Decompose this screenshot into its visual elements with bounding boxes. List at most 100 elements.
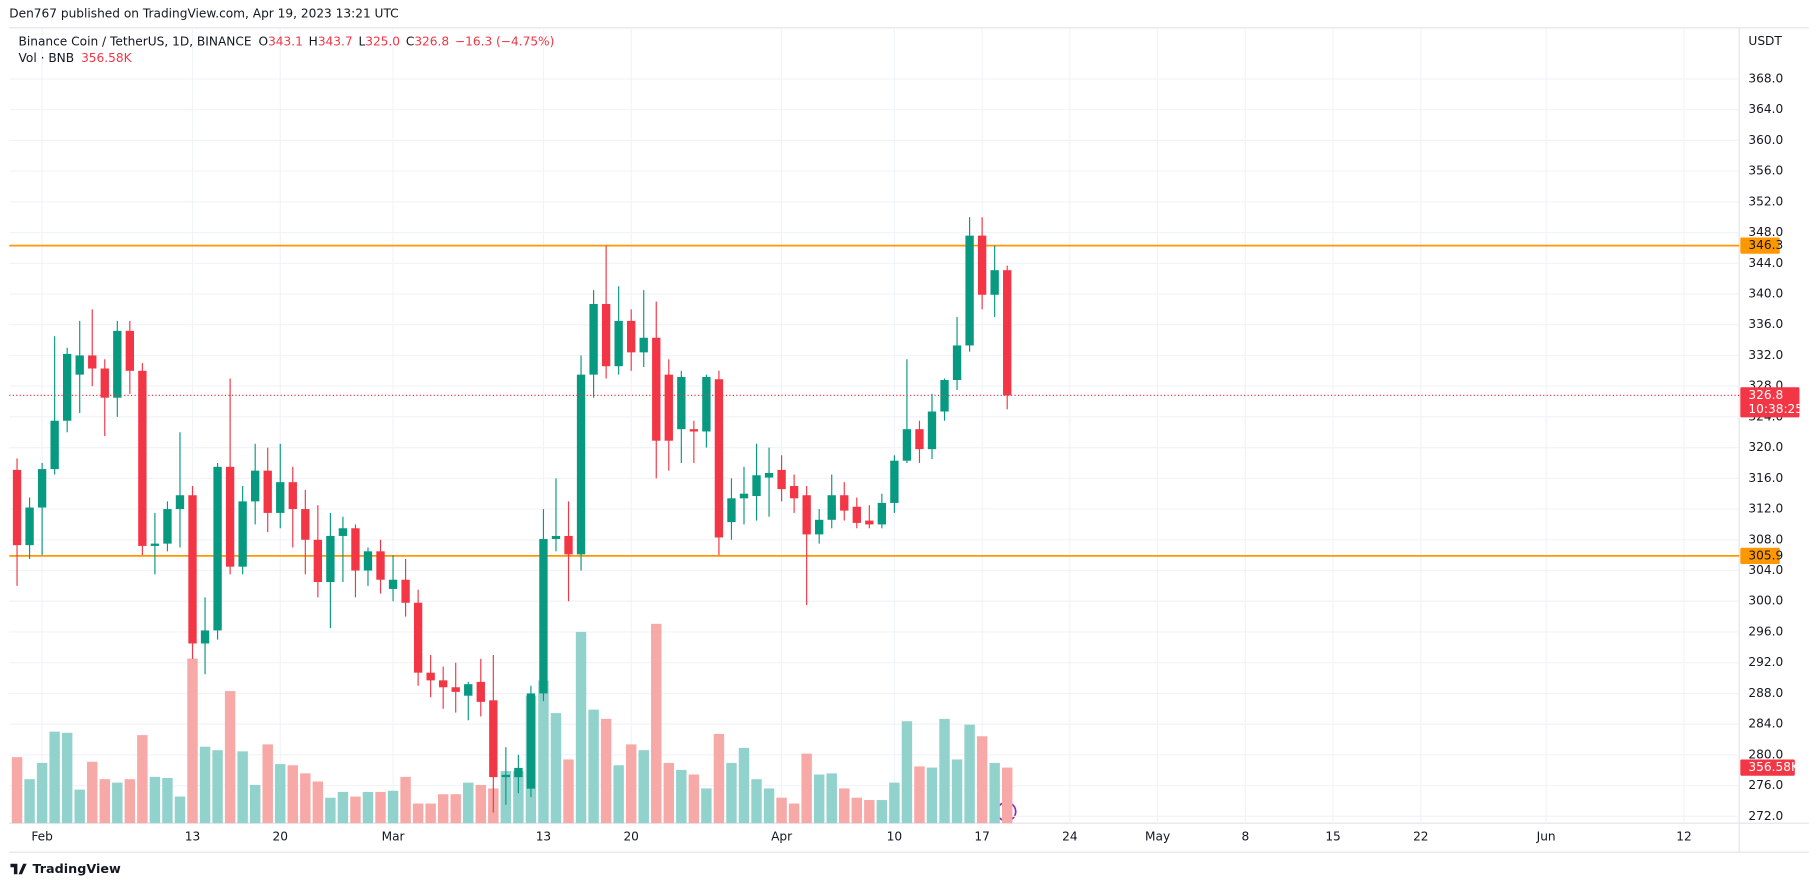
volume-bar — [463, 782, 474, 824]
logo-icon — [10, 863, 27, 875]
candle-body — [952, 345, 962, 381]
x-tick-label: Feb — [31, 830, 53, 844]
volume-bar — [49, 731, 60, 824]
legend-key: C — [406, 34, 415, 48]
y-tick-label: 312.0 — [1748, 502, 1783, 516]
volume-bar — [24, 779, 35, 824]
volume-bar — [300, 773, 311, 824]
x-tick-label: Jun — [1536, 830, 1556, 844]
volume-bar — [375, 791, 386, 824]
y-tick-label: 340.0 — [1748, 286, 1783, 300]
volume-bar — [738, 747, 750, 824]
candle-body — [514, 767, 523, 778]
volume-bar — [951, 759, 963, 824]
candle-body — [551, 535, 561, 540]
candle-body — [677, 376, 686, 430]
candle-body — [451, 687, 460, 692]
x-tick-label: Apr — [771, 830, 792, 844]
candle-body — [413, 602, 423, 673]
candle-body — [877, 502, 887, 525]
y-tick-label: 304.0 — [1748, 563, 1783, 577]
y-tick-label: 348.0 — [1748, 225, 1783, 239]
y-tick-label: 272.0 — [1748, 809, 1783, 823]
footer-brand: TradingView — [32, 862, 121, 877]
level-tag-label: 346.3 — [1748, 238, 1783, 252]
volume-bar — [212, 750, 223, 824]
volume-bar — [249, 784, 261, 824]
volume-bar — [600, 718, 612, 824]
volume-bar — [538, 680, 549, 824]
candle-body — [539, 539, 548, 694]
volume-bar — [275, 764, 286, 824]
candle-body — [313, 539, 323, 583]
candle-body — [12, 469, 22, 546]
candle-body — [351, 528, 360, 571]
x-tick-label: 22 — [1413, 830, 1428, 844]
volume-tag-label: 356.58K — [1748, 760, 1800, 774]
volume-bar — [688, 774, 700, 824]
candle-body — [439, 680, 448, 688]
candle-body — [225, 466, 235, 567]
volume-bar — [864, 800, 875, 824]
candle-body — [489, 700, 498, 778]
candle-body — [238, 501, 247, 567]
volume-bar — [939, 718, 950, 824]
candle-body — [50, 420, 59, 470]
candle-body — [301, 509, 310, 540]
volume-bar — [588, 709, 599, 824]
candle-body — [426, 672, 435, 681]
volume-bar — [563, 759, 574, 824]
candle-body — [614, 320, 623, 367]
volume-bar — [726, 762, 737, 824]
candle-body — [865, 520, 874, 525]
volume-bar — [174, 796, 186, 824]
candle-body — [100, 368, 109, 398]
candle-body — [25, 507, 34, 546]
candle-body — [727, 498, 736, 523]
candle-body — [689, 429, 699, 432]
candle-body — [37, 469, 47, 508]
candle-body — [852, 506, 861, 523]
level-tag-label: 305.9 — [1748, 548, 1783, 562]
volume-bar — [312, 781, 324, 824]
last-price-label: 326.8 — [1748, 388, 1783, 402]
y-tick-label: 352.0 — [1748, 194, 1783, 208]
volume-bar — [412, 803, 424, 824]
volume-bar — [575, 631, 587, 824]
candle-body — [664, 374, 673, 441]
candle-body — [915, 429, 924, 450]
volume-bar — [776, 797, 787, 824]
x-tick-label: 20 — [273, 830, 288, 844]
x-tick-label: 13 — [536, 830, 551, 844]
volume-bar — [914, 766, 925, 824]
x-tick-label: 10 — [887, 830, 902, 844]
volume-bar — [801, 753, 812, 824]
candle-body — [63, 353, 72, 421]
candle-body — [639, 337, 648, 353]
candle-body — [200, 630, 210, 644]
candle-body — [276, 482, 285, 513]
volume-bar — [74, 789, 85, 824]
x-tick-label: 12 — [1676, 830, 1691, 844]
legend-key: O — [258, 34, 268, 48]
candle-body — [815, 519, 824, 535]
x-tick-label: Mar — [382, 830, 405, 844]
candle-body — [175, 495, 185, 510]
volume-bar — [149, 776, 161, 824]
candle-body — [927, 411, 937, 450]
candle-body — [188, 495, 197, 644]
candle-body — [601, 303, 611, 367]
candle-body — [965, 235, 974, 346]
candle-body — [501, 774, 511, 778]
x-tick-label: 20 — [623, 830, 638, 844]
volume-bar — [989, 762, 1000, 824]
candle-body — [652, 337, 661, 441]
candle-body — [1003, 270, 1012, 396]
legend-line: Binance Coin / TetherUS, 1D, BINANCE O343… — [19, 34, 555, 48]
legend-value: 343.7 — [318, 34, 353, 48]
volume-bar — [99, 779, 110, 824]
volume-bar — [513, 771, 524, 824]
legend-value: 326.8 — [414, 34, 449, 48]
